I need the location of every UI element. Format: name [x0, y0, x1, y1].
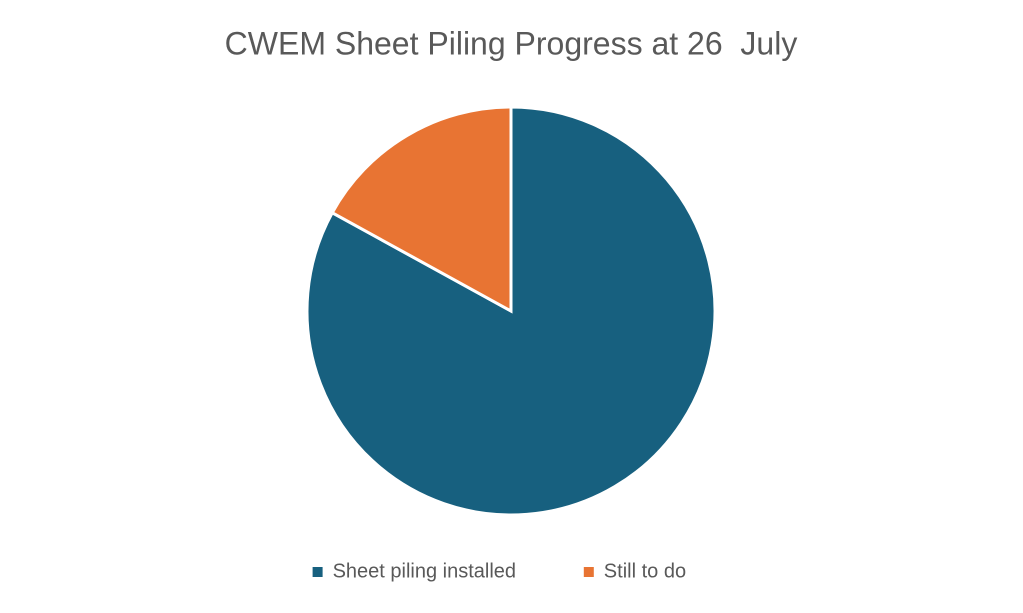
- legend-label: Still to do: [604, 560, 686, 582]
- legend-swatch: [583, 567, 594, 577]
- legend-swatch: [312, 567, 323, 577]
- chart-title: CWEM Sheet Piling Progress at 26 July: [225, 25, 798, 61]
- legend-label: Sheet piling installed: [333, 560, 516, 582]
- pie-slice: [330, 105, 513, 314]
